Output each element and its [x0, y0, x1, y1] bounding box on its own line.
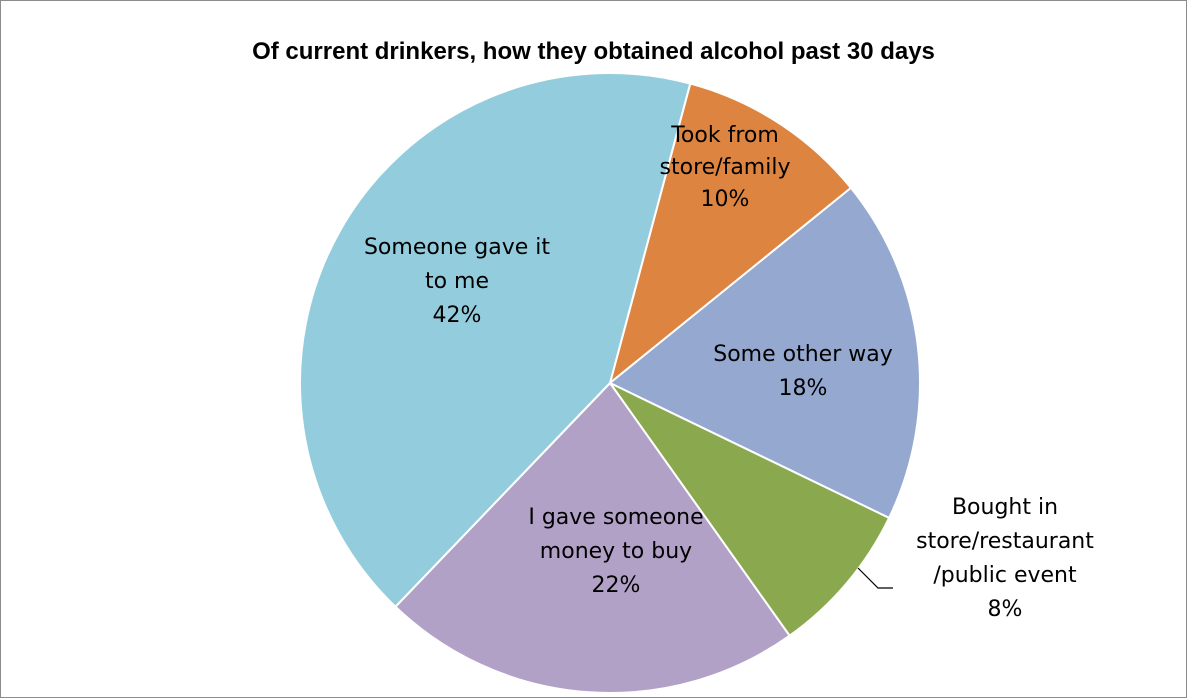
slice-category-label: Someone gave it — [364, 235, 550, 260]
pie-slice-someone-gave-it-to-me — [299, 72, 692, 609]
data-label-someone-gave-it-to-me: Someone gave it to me 42% — [364, 235, 550, 328]
slice-category-label: Some other way — [713, 342, 892, 367]
slice-percent-label: 18% — [779, 376, 828, 401]
chart-title: Of current drinkers, how they obtained a… — [252, 38, 935, 65]
data-label-some-other-way: Some other way 18% — [713, 342, 892, 401]
slice-category-label: Took from — [670, 123, 779, 148]
pie-slice-bought-in-store-restaurant-public-event — [609, 382, 891, 638]
slice-category-label: I gave someone — [528, 505, 703, 530]
pie-slice-i-gave-someone-money-to-buy — [394, 381, 791, 694]
slice-percent-label: 42% — [433, 303, 482, 328]
slice-percent-label: 10% — [701, 187, 750, 212]
slice-category-label: store/restaurant — [916, 529, 1094, 554]
slice-category-label: Bought in — [952, 495, 1058, 520]
slice-percent-label: 22% — [592, 573, 641, 598]
pie-slice-some-other-way — [608, 186, 921, 520]
data-label-took-from-store-family: Took from store/family 10% — [660, 123, 791, 212]
data-label-i-gave-someone-money-to-buy: I gave someone money to buy 22% — [528, 505, 703, 598]
slice-percent-label: 8% — [988, 597, 1023, 622]
slice-category-label: money to buy — [540, 539, 692, 564]
slice-category-label: /public event — [933, 563, 1077, 588]
slice-category-label: store/family — [660, 155, 791, 180]
data-label-bought-in-store-restaurant-public-event: Bought in store/restaurant/public event 8% — [916, 495, 1094, 622]
leader-line — [857, 567, 893, 589]
slice-category-label: to me — [425, 269, 489, 294]
